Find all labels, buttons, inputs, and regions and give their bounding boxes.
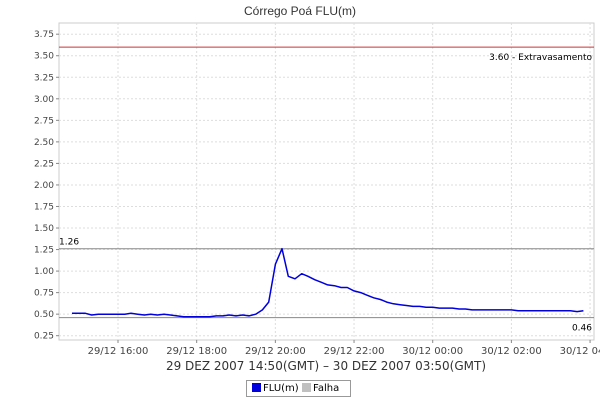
x-tick-label: 30/12 00:00 bbox=[402, 346, 463, 357]
x-tick-label: 29/12 16:00 bbox=[88, 346, 149, 357]
plot-area bbox=[58, 22, 595, 341]
series-line bbox=[72, 247, 584, 318]
x-tick-label: 29/12 20:00 bbox=[245, 346, 306, 357]
legend-item-falha: Falha bbox=[302, 383, 339, 394]
threshold-label: 1.26 bbox=[59, 238, 79, 248]
y-tick-label: 3.75 bbox=[34, 30, 54, 40]
legend-label-falha: Falha bbox=[313, 383, 340, 394]
y-axis: 0.25 0.50 0.75 1.00 1.25 1.50 1.75 2.00 2.25 2.50… bbox=[34, 30, 59, 342]
y-tick-label: 3.00 bbox=[34, 95, 54, 105]
x-axis: 29/12 16:00 29/12 18:00 29/12 20:00 29/12 2… bbox=[88, 340, 600, 357]
threshold-label: 0.46 bbox=[572, 324, 592, 334]
legend-swatch-flu bbox=[252, 383, 261, 392]
y-tick-label: 2.50 bbox=[34, 138, 54, 148]
y-tick-label: 3.25 bbox=[34, 73, 54, 83]
x-axis-label: 29 DEZ 2007 14:50(GMT) – 30 DEZ 2007 03:… bbox=[166, 359, 486, 373]
y-tick-label: 2.25 bbox=[34, 159, 54, 169]
x-tick-label: 29/12 22:00 bbox=[324, 346, 385, 357]
legend-swatch-falha bbox=[302, 383, 311, 392]
x-tick-label: 29/12 18:00 bbox=[166, 346, 227, 357]
legend-item-flu: FLU(m) bbox=[252, 383, 299, 394]
y-tick-label: 2.75 bbox=[34, 116, 54, 126]
y-tick-label: 1.75 bbox=[34, 202, 54, 212]
legend: FLU(m) Falha bbox=[246, 380, 351, 397]
legend-label-flu: FLU(m) bbox=[263, 383, 299, 394]
y-tick-label: 1.50 bbox=[34, 224, 54, 234]
y-tick-label: 1.25 bbox=[34, 246, 54, 256]
x-tick-label: 30/12 04:00 bbox=[560, 346, 600, 357]
threshold-label: 3.60 - Extravasamento bbox=[489, 53, 592, 63]
chart-title: Córrego Poá FLU(m) bbox=[244, 4, 356, 18]
y-tick-label: 0.25 bbox=[34, 332, 54, 342]
x-tick-label: 30/12 02:00 bbox=[481, 346, 542, 357]
series-lines bbox=[72, 247, 584, 318]
threshold-lines: 3.60 - Extravasamento 1.26 0.46 bbox=[59, 46, 594, 334]
y-tick-label: 0.75 bbox=[34, 289, 54, 299]
y-tick-label: 2.00 bbox=[34, 181, 54, 191]
y-tick-label: 3.50 bbox=[34, 52, 54, 62]
y-tick-label: 0.50 bbox=[34, 310, 54, 320]
y-tick-label: 1.00 bbox=[34, 267, 54, 277]
